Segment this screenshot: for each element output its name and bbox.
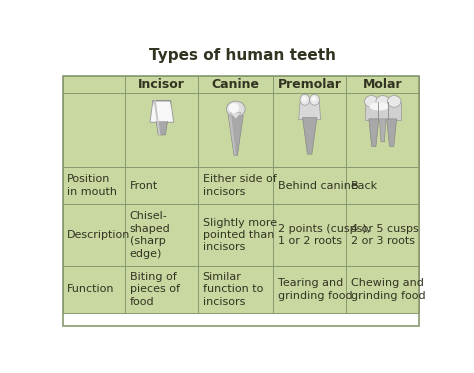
Bar bbox=[273, 76, 346, 93]
Bar bbox=[63, 93, 125, 167]
Bar bbox=[125, 93, 198, 167]
Polygon shape bbox=[228, 116, 243, 155]
Ellipse shape bbox=[310, 94, 319, 105]
Bar bbox=[198, 266, 273, 313]
Text: Description: Description bbox=[67, 230, 131, 240]
Bar bbox=[63, 204, 125, 266]
Ellipse shape bbox=[387, 95, 401, 107]
Text: Behind canine: Behind canine bbox=[278, 181, 357, 191]
Polygon shape bbox=[387, 119, 397, 146]
Bar bbox=[125, 76, 198, 93]
Bar bbox=[198, 204, 273, 266]
Text: Back: Back bbox=[351, 181, 378, 191]
Text: Molar: Molar bbox=[363, 78, 402, 91]
Bar bbox=[346, 76, 419, 93]
Bar bbox=[198, 93, 273, 167]
Bar bbox=[63, 167, 125, 204]
Text: Biting of
pieces of
food: Biting of pieces of food bbox=[130, 272, 180, 307]
Polygon shape bbox=[228, 116, 236, 155]
Bar bbox=[63, 266, 125, 313]
Ellipse shape bbox=[301, 96, 307, 101]
Ellipse shape bbox=[376, 95, 390, 107]
Bar bbox=[198, 167, 273, 204]
Polygon shape bbox=[150, 100, 173, 122]
Text: Chisel-
shaped
(sharp
edge): Chisel- shaped (sharp edge) bbox=[130, 211, 171, 258]
Bar bbox=[125, 204, 198, 266]
Text: Incisor: Incisor bbox=[138, 78, 185, 91]
Text: Function: Function bbox=[67, 285, 115, 295]
Polygon shape bbox=[151, 101, 173, 121]
Bar bbox=[198, 76, 273, 93]
Text: Premolar: Premolar bbox=[278, 78, 342, 91]
Polygon shape bbox=[380, 119, 386, 142]
Polygon shape bbox=[230, 113, 241, 119]
Text: Slightly more
pointed than
incisors: Slightly more pointed than incisors bbox=[203, 217, 277, 253]
Ellipse shape bbox=[365, 95, 378, 107]
Text: Either side of
incisors: Either side of incisors bbox=[203, 174, 276, 197]
Polygon shape bbox=[154, 100, 160, 135]
Text: Chewing and
grinding food: Chewing and grinding food bbox=[351, 278, 425, 301]
Bar bbox=[273, 167, 346, 204]
Text: Types of human teeth: Types of human teeth bbox=[149, 48, 337, 63]
Ellipse shape bbox=[227, 101, 245, 117]
Polygon shape bbox=[365, 102, 401, 120]
Bar bbox=[346, 167, 419, 204]
Bar bbox=[63, 76, 125, 93]
Bar bbox=[63, 76, 419, 326]
Polygon shape bbox=[302, 117, 317, 154]
Ellipse shape bbox=[311, 96, 316, 101]
Polygon shape bbox=[299, 100, 321, 120]
Bar bbox=[125, 266, 198, 313]
Text: Canine: Canine bbox=[212, 78, 260, 91]
Text: Front: Front bbox=[130, 181, 158, 191]
Ellipse shape bbox=[369, 103, 389, 110]
Ellipse shape bbox=[300, 94, 310, 105]
Bar bbox=[273, 204, 346, 266]
Polygon shape bbox=[369, 119, 379, 146]
Bar bbox=[125, 167, 198, 204]
Bar bbox=[346, 266, 419, 313]
Polygon shape bbox=[153, 100, 171, 135]
Text: 4 or 5 cusps
2 or 3 roots: 4 or 5 cusps 2 or 3 roots bbox=[351, 224, 419, 246]
Bar bbox=[346, 93, 419, 167]
Ellipse shape bbox=[229, 103, 239, 113]
Text: 2 points (cusps),
1 or 2 roots: 2 points (cusps), 1 or 2 roots bbox=[278, 224, 370, 246]
Bar bbox=[273, 266, 346, 313]
Text: Position
in mouth: Position in mouth bbox=[67, 174, 118, 197]
Text: Tearing and
grinding food: Tearing and grinding food bbox=[278, 278, 352, 301]
Text: Similar
function to
incisors: Similar function to incisors bbox=[203, 272, 263, 307]
Bar bbox=[346, 204, 419, 266]
Bar bbox=[273, 93, 346, 167]
